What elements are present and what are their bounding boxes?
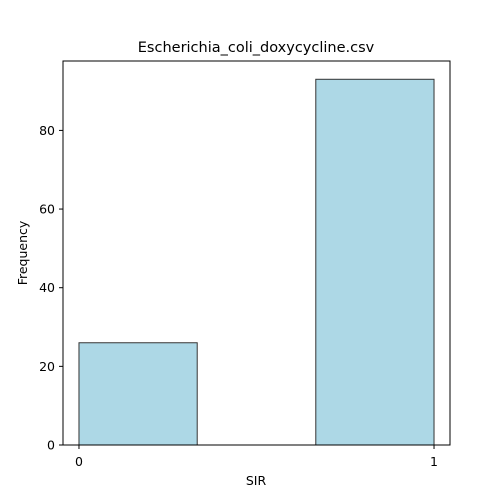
y-tick-label: 60 — [39, 202, 55, 217]
chart-title: Escherichia_coli_doxycycline.csv — [138, 40, 375, 56]
plot-frame — [62, 60, 451, 446]
bar-0 — [78, 342, 198, 446]
x-tick-label: 0 — [75, 454, 83, 469]
y-tick-label: 80 — [39, 123, 55, 138]
x-tick-label: 1 — [430, 454, 438, 469]
bar-1 — [315, 78, 435, 446]
y-axis-ticks: 0 20 40 60 80 — [39, 123, 63, 453]
y-axis-title: Frequency — [15, 220, 30, 285]
y-tick-label: 0 — [47, 438, 55, 453]
bars-group — [78, 78, 435, 446]
y-tick-label: 40 — [39, 280, 55, 295]
x-axis-title: SIR — [246, 473, 267, 488]
y-tick-label: 20 — [39, 359, 55, 374]
